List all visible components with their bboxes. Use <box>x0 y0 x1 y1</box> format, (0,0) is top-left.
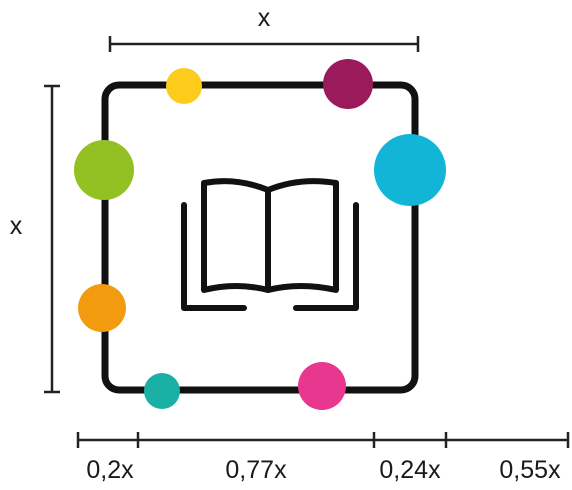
book-left-page <box>201 178 271 293</box>
bottom-scale-label-2: 0,24x <box>379 456 441 484</box>
maroon-dot <box>323 59 373 109</box>
green-dot <box>74 140 134 200</box>
yellow-dot <box>166 68 202 104</box>
rounded-square-frame <box>101 81 419 394</box>
frame-dots <box>74 59 446 410</box>
top-dimension: x <box>108 4 420 52</box>
bottom-scale-label-0: 0,2x <box>86 456 134 484</box>
pink-dot <box>298 362 346 410</box>
book-right-page <box>265 178 339 293</box>
cyan-dot <box>374 134 446 206</box>
book-right-cover <box>293 202 359 311</box>
bottom-scale: 0,2x 0,77x 0,24x 0,55x <box>76 432 570 484</box>
teal-dot <box>144 373 180 409</box>
bottom-scale-label-3: 0,55x <box>499 456 561 484</box>
open-book-icon <box>181 178 359 311</box>
bottom-scale-label-1: 0,77x <box>225 456 287 484</box>
left-dimension-label: x <box>10 212 23 240</box>
left-dimension: x <box>10 84 60 394</box>
orange-dot <box>78 284 126 332</box>
book-left-cover <box>181 202 247 311</box>
top-dimension-label: x <box>258 4 271 32</box>
